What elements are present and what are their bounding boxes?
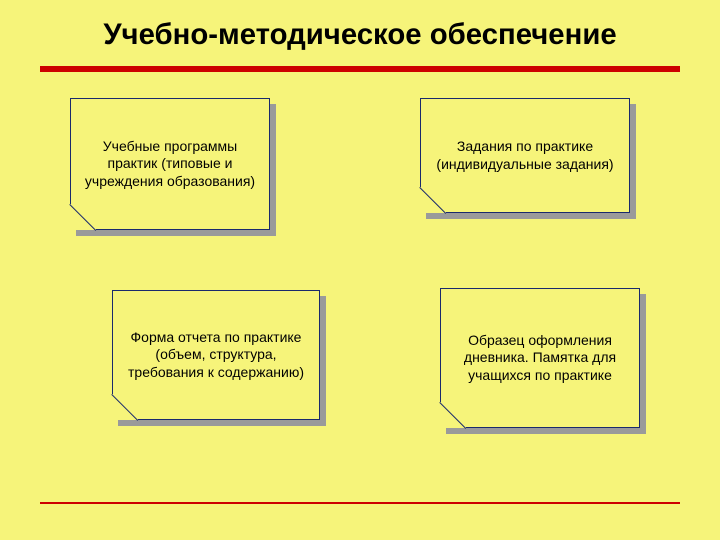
title-rule [40, 66, 680, 72]
slide: Учебно-методическое обеспечение Учебные … [0, 0, 720, 540]
note-text: Учебные программы практик (типовые и учр… [83, 138, 257, 191]
note-programs: Учебные программы практик (типовые и учр… [70, 98, 270, 230]
note-fold-icon [112, 394, 138, 420]
note-tasks: Задания по практике (индивидуальные зада… [420, 98, 630, 213]
note-body: Задания по практике (индивидуальные зада… [420, 98, 630, 213]
note-report-form: Форма отчета по практике (объем, структу… [112, 290, 320, 420]
notes-area: Учебные программы практик (типовые и учр… [40, 80, 680, 480]
slide-title: Учебно-методическое обеспечение [40, 18, 680, 52]
note-text: Образец оформления дневника. Памятка для… [453, 332, 627, 385]
note-text: Форма отчета по практике (объем, структу… [125, 329, 307, 382]
note-text: Задания по практике (индивидуальные зада… [433, 138, 617, 173]
note-body: Форма отчета по практике (объем, структу… [112, 290, 320, 420]
note-fold-icon [440, 402, 466, 428]
note-body: Учебные программы практик (типовые и учр… [70, 98, 270, 230]
note-fold-icon [420, 187, 446, 213]
note-diary-sample: Образец оформления дневника. Памятка для… [440, 288, 640, 428]
note-body: Образец оформления дневника. Памятка для… [440, 288, 640, 428]
bottom-rule [40, 502, 680, 504]
note-fold-icon [70, 204, 96, 230]
